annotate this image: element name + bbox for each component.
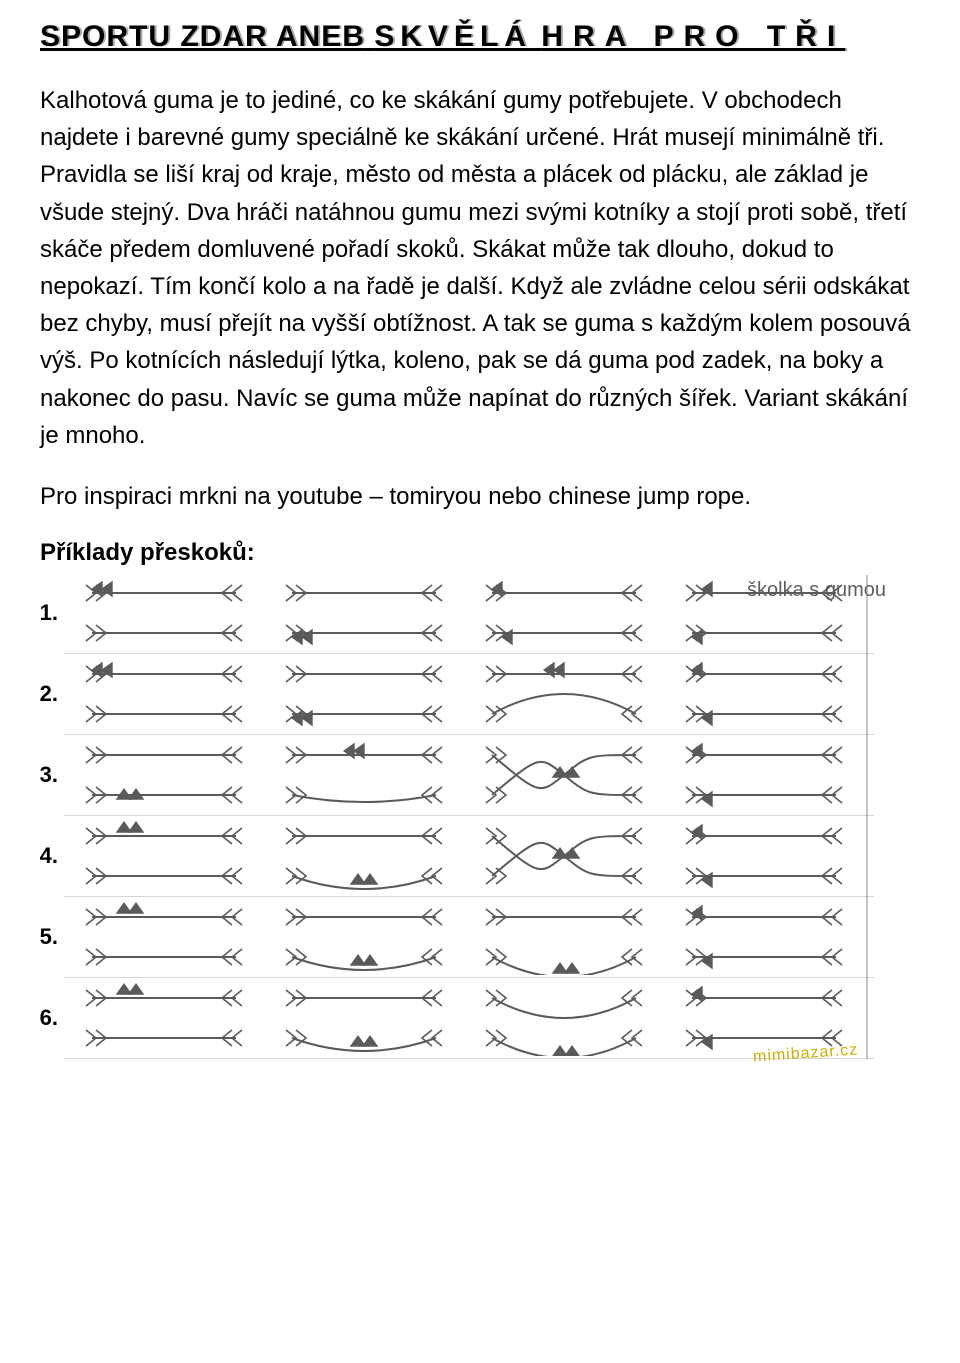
diagram-row: 2. xyxy=(34,656,874,732)
diagram-cell xyxy=(264,575,464,651)
diagram-row-number: 2. xyxy=(34,681,58,707)
diagram-cell xyxy=(264,656,464,732)
title-part-3: HRA PRO TŘI xyxy=(541,20,845,53)
diagram-cell xyxy=(264,980,464,1056)
diagram-cell xyxy=(464,980,664,1056)
title-part-2: SKVĚLÁ xyxy=(374,20,532,53)
diagram-right-rule xyxy=(866,575,868,1059)
diagram-row: 4. xyxy=(34,818,874,894)
diagram-cell xyxy=(64,737,264,813)
intro-paragraph-2: Pro inspiraci mrkni na youtube – tomiryo… xyxy=(40,478,920,515)
diagram-row-number: 3. xyxy=(34,762,58,788)
diagram-row: 3. xyxy=(34,737,874,813)
diagram-cell xyxy=(64,656,264,732)
diagram-cell xyxy=(464,737,664,813)
diagram-cell xyxy=(664,656,864,732)
diagram-cell xyxy=(264,818,464,894)
diagram-row-divider xyxy=(64,734,874,735)
diagram-cell xyxy=(464,818,664,894)
diagram-cell xyxy=(664,737,864,813)
diagram-cell xyxy=(64,980,264,1056)
diagram-row-number: 6. xyxy=(34,1005,58,1031)
diagram-cell xyxy=(264,899,464,975)
diagram-cell xyxy=(464,899,664,975)
diagram-row-divider xyxy=(64,896,874,897)
examples-heading: Příklady přeskoků: xyxy=(40,539,920,567)
diagram-row-number: 5. xyxy=(34,924,58,950)
diagram-cell xyxy=(64,575,264,651)
diagram-row-number: 1. xyxy=(34,600,58,626)
jump-diagram: školka s gumou 1.2.3.4.5.6.mimibazar.cz xyxy=(34,575,914,1059)
diagram-cell xyxy=(464,575,664,651)
diagram-row-divider xyxy=(64,815,874,816)
diagram-cell xyxy=(664,899,864,975)
diagram-cell xyxy=(664,575,864,651)
diagram-row-divider xyxy=(64,977,874,978)
diagram-cell xyxy=(264,737,464,813)
diagram-cell xyxy=(664,818,864,894)
intro-paragraph-1: Kalhotová guma je to jediné, co ke skáká… xyxy=(40,82,920,454)
diagram-row-divider xyxy=(64,653,874,654)
diagram-cell xyxy=(64,899,264,975)
page-title: SPORTU ZDAR ANEB SKVĚLÁ HRA PRO TŘI xyxy=(40,20,920,54)
diagram-row: 6. xyxy=(34,980,874,1056)
diagram-row: 5. xyxy=(34,899,874,975)
title-part-1: SPORTU ZDAR ANEB xyxy=(40,20,365,53)
diagram-row-number: 4. xyxy=(34,843,58,869)
diagram-cell xyxy=(464,656,664,732)
diagram-cell xyxy=(64,818,264,894)
diagram-row: 1. xyxy=(34,575,874,651)
